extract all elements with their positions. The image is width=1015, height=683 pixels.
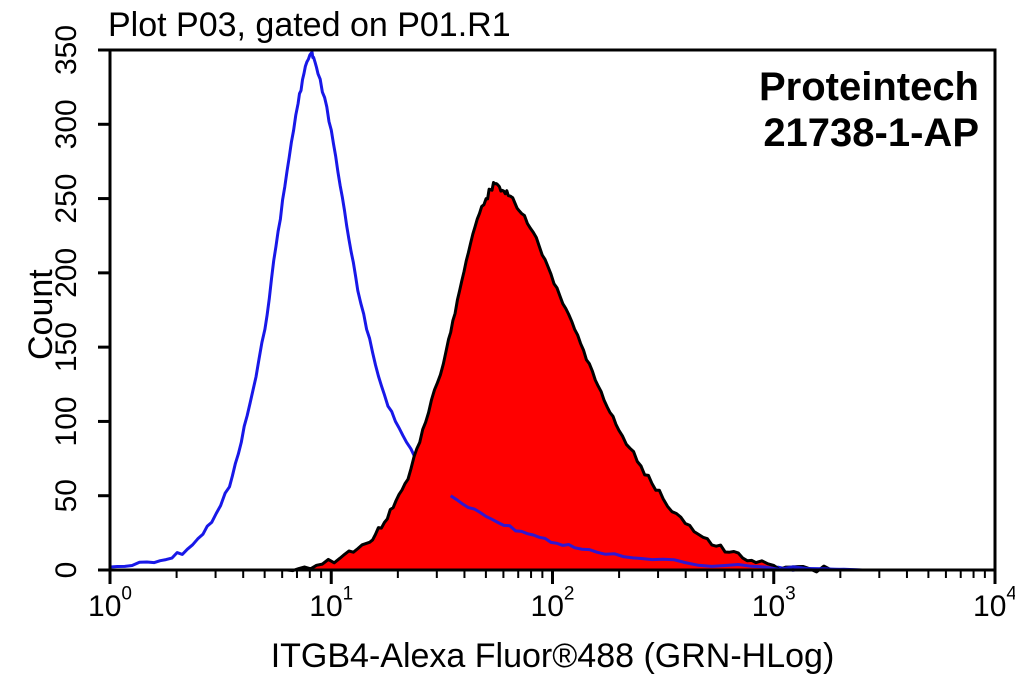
svg-text:104: 104: [973, 584, 1015, 624]
svg-text:250: 250: [50, 174, 83, 224]
legend-line-2: 21738-1-AP: [759, 110, 979, 156]
legend-box: Proteintech 21738-1-AP: [759, 64, 979, 156]
legend-line-1: Proteintech: [759, 64, 979, 110]
svg-text:101: 101: [309, 584, 353, 624]
svg-text:100: 100: [50, 396, 83, 446]
svg-text:102: 102: [531, 584, 575, 624]
svg-text:100: 100: [88, 584, 132, 624]
svg-text:300: 300: [50, 99, 83, 149]
flow-cytometry-figure: Plot P03, gated on P01.R1 Count ITGB4-Al…: [0, 0, 1015, 683]
svg-text:50: 50: [50, 479, 83, 512]
svg-text:103: 103: [752, 584, 796, 624]
svg-text:0: 0: [50, 562, 83, 579]
svg-text:350: 350: [50, 25, 83, 75]
svg-text:150: 150: [50, 322, 83, 372]
svg-text:200: 200: [50, 248, 83, 298]
